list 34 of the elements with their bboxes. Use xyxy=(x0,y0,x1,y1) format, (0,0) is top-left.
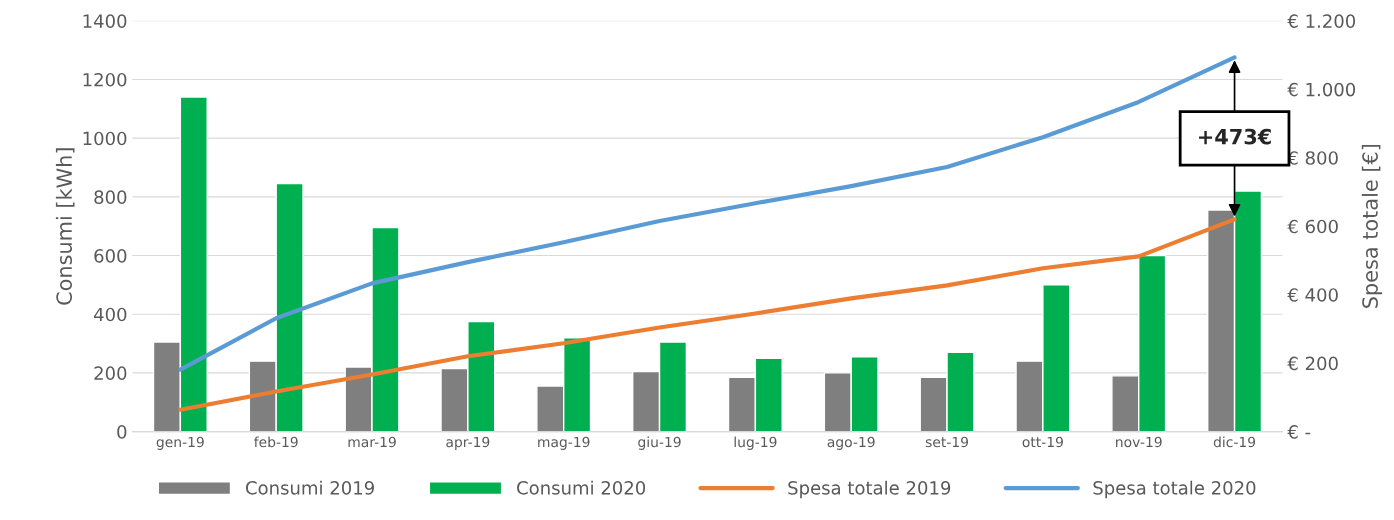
x-tick-label: ott-19 xyxy=(1022,436,1063,448)
y-tick-label: 1200 xyxy=(83,72,127,87)
y-axis-title: Consumi [kWh] xyxy=(55,148,75,305)
annotation: +473€ xyxy=(1199,128,1271,145)
x-tick-label: ago-19 xyxy=(827,436,875,450)
x-tick-label: mag-19 xyxy=(538,436,590,450)
x-tick-label: feb-19 xyxy=(254,436,298,448)
y2-tick-label: € 400 xyxy=(1287,288,1338,302)
x-tick-label: gen-19 xyxy=(156,436,204,450)
legend-label: Consumi 2019 xyxy=(245,480,374,495)
y2-tick-label: € 1.000 xyxy=(1287,82,1356,97)
legend-label: Spesa totale 2020 xyxy=(1093,480,1256,499)
x-tick-label: set-19 xyxy=(925,436,969,448)
y2-axis-title: Spesa totale [€] xyxy=(1361,144,1382,308)
y-tick-label: 400 xyxy=(93,307,127,322)
legend-label: Consumi 2020 xyxy=(517,480,646,495)
y-tick-label: 800 xyxy=(94,190,127,204)
line-series xyxy=(178,217,1237,412)
x-tick-label: dic-19 xyxy=(1213,436,1256,448)
y2-tick-label: € 200 xyxy=(1287,356,1338,371)
x-tick-label: mar-19 xyxy=(348,436,396,448)
y2-tick-label: € 600 xyxy=(1287,219,1338,234)
y-tick-label: 0 xyxy=(117,425,127,439)
y-tick-label: 1400 xyxy=(83,14,127,28)
y2-tick-label: € 1.200 xyxy=(1287,14,1356,28)
x-tick-label: giu-19 xyxy=(638,436,681,450)
y2-tick-label: € - xyxy=(1287,425,1311,439)
x-tick-label: nov-19 xyxy=(1116,436,1162,448)
y-tick-label: 1000 xyxy=(83,131,127,146)
legend-label: Spesa totale 2019 xyxy=(788,480,951,499)
x-tick-label: apr-19 xyxy=(446,436,490,450)
y-tick-label: 600 xyxy=(94,249,127,263)
y-tick-label: 200 xyxy=(94,366,127,381)
x-tick-label: lug-19 xyxy=(734,436,777,450)
